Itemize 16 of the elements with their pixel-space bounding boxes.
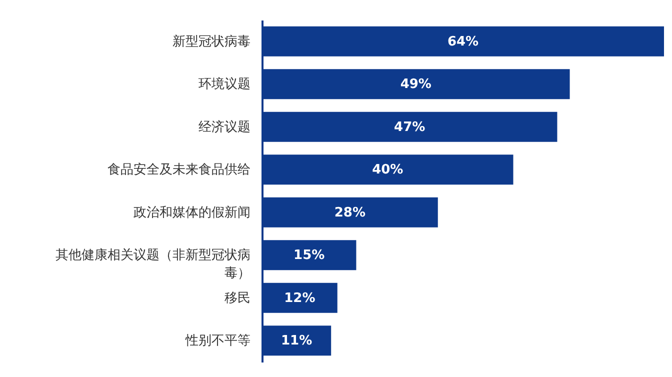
y-tick-label: 政治和媒体的假新闻	[134, 205, 250, 220]
data-label: 15%	[294, 248, 325, 264]
y-tick-label: 新型冠状病毒	[172, 34, 250, 50]
data-label: 28%	[334, 205, 366, 220]
data-label: 49%	[400, 77, 432, 92]
data-label: 11%	[280, 334, 312, 349]
y-tick-label: 环境议题	[198, 76, 250, 92]
y-tick-label: 食品安全及未来食品供给	[108, 162, 250, 178]
y-tick-label: 经济议题	[198, 120, 250, 135]
data-label: 47%	[394, 120, 426, 135]
data-label: 40%	[372, 162, 404, 178]
y-tick-label: 其他健康相关议题（非新型冠状病毒）	[56, 248, 250, 282]
y-tick-label: 移民	[224, 290, 250, 306]
data-label: 64%	[447, 34, 479, 50]
y-tick-label: 性别不平等	[184, 334, 250, 349]
data-label: 12%	[284, 290, 316, 306]
